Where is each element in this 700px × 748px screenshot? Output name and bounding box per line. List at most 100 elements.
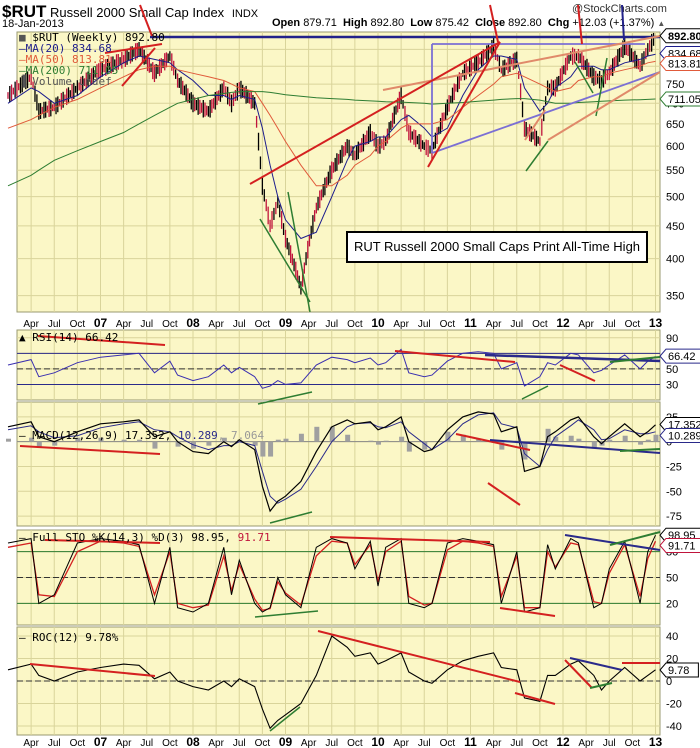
x-axis-tick: Jul (325, 319, 338, 330)
ma20-line (7, 53, 656, 240)
macd-histogram-bar (137, 439, 143, 442)
y-axis-tick: -75 (666, 511, 682, 523)
x-axis-tick: Oct (347, 738, 363, 748)
macd-histogram-bar (314, 426, 320, 442)
watermark: @StockCharts.com (572, 3, 667, 15)
up-arrow-icon: ▲ (657, 19, 666, 28)
x-axis-tick: Oct (255, 738, 271, 748)
ma200-last-tag-text: 711.05 (668, 94, 700, 106)
macd-histogram-bar (638, 441, 644, 445)
sto-d-last-tag-text: 91.71 (668, 540, 696, 552)
y-axis-tick: 500 (666, 192, 684, 204)
chg-value: +12.03 (+1.37%) (572, 17, 655, 29)
macd-histogram-bar (376, 441, 381, 445)
roc-divergence-line (589, 682, 613, 689)
macd-histogram-bar (645, 439, 651, 442)
macd-histogram-bar (283, 438, 289, 442)
y-axis-tick: 50 (666, 573, 678, 585)
x-axis-tick: Jul (140, 738, 153, 748)
resistance-trendline (249, 41, 501, 185)
rising-support-line (431, 71, 661, 154)
open-label: Open (272, 17, 301, 29)
roc-bullish-divergence (269, 706, 301, 732)
x-axis-tick: Jul (48, 319, 61, 330)
low-label: Low (410, 17, 433, 29)
roc-line (7, 635, 656, 730)
macd-bullish-divergence (269, 511, 313, 524)
x-axis-tick: Jul (48, 738, 61, 748)
macd-line (7, 411, 656, 513)
chart-title: $RUT Russell 2000 Small Cap Index INDX (2, 2, 258, 22)
x-axis-tick: 07 (94, 735, 108, 748)
macd-histogram-bar (476, 438, 482, 442)
fib-line (524, 109, 546, 141)
ma200-last-tag (659, 91, 700, 107)
x-axis-tick: Jul (140, 319, 153, 330)
macd-divergence-line (487, 482, 521, 506)
macd-histogram-bar (268, 441, 274, 457)
ma50-line (7, 60, 656, 187)
macd-histogram-bar (460, 434, 466, 442)
sto-bullish-divergence (254, 610, 319, 618)
x-axis-tick: Apr (393, 738, 409, 748)
sto-divergence-line (564, 534, 661, 551)
arrow-top-2011 (489, 4, 499, 43)
sto-legend: — Full STO %K(14,3) %D(3) 98.95, 91.71 (19, 531, 271, 544)
macd-histogram-bar (545, 428, 551, 442)
x-axis-tick: Oct (625, 319, 641, 330)
x-axis-tick: Oct (255, 319, 271, 330)
macd-histogram-bar (345, 434, 351, 442)
macd-histogram-bar (622, 435, 628, 442)
roc-divergence-line (317, 630, 521, 683)
macd-histogram-bar (445, 431, 451, 442)
sto-divergence-line (44, 539, 161, 544)
y-axis-tick: 450 (666, 221, 684, 233)
x-axis-tick: Oct (347, 319, 363, 330)
x-axis-tick: Oct (162, 738, 178, 748)
roc-divergence-line (514, 692, 556, 705)
x-axis-tick: Jul (603, 738, 616, 748)
index-name: Russell 2000 Small Cap Index (50, 5, 225, 20)
sto-k-line (7, 534, 656, 613)
x-axis-tick: Apr (301, 738, 317, 748)
close-value: 892.80 (508, 17, 542, 29)
macd-histogram-bar (607, 439, 613, 442)
x-axis-tick: Jul (325, 738, 338, 748)
topping-trendline (104, 43, 163, 54)
y-axis-tick: 0 (666, 676, 672, 688)
support-trendline (427, 41, 501, 168)
y-axis-tick: -40 (666, 721, 682, 733)
x-axis-tick: Jul (418, 319, 431, 330)
arrow-top-2007 (139, 4, 153, 37)
rsi-bullish-divergence (257, 391, 313, 405)
upper-channel-line (382, 35, 661, 91)
roc-last-tag (659, 662, 699, 678)
ma200-line (7, 91, 656, 187)
macd-histogram-bar (206, 441, 212, 446)
y-axis-tick: 90 (666, 333, 678, 345)
x-axis-tick: Apr (208, 738, 224, 748)
x-axis-tick: Apr (393, 319, 409, 330)
x-axis-tick: Oct (70, 738, 86, 748)
macd-histogram-bar (121, 439, 127, 442)
macd-histogram-bar (653, 434, 659, 442)
macd-histogram-bar (29, 437, 35, 442)
macd-histogram-bar (275, 439, 281, 442)
x-axis-tick: 11 (464, 735, 477, 748)
roc-divergence-line (569, 657, 623, 671)
x-axis-tick: 07 (94, 316, 108, 330)
low-value: 875.42 (435, 17, 469, 29)
high-value: 892.80 (370, 17, 405, 29)
x-axis-tick: Oct (162, 319, 178, 330)
x-axis-tick: Jul (418, 738, 431, 748)
bottom-arrow-line (287, 191, 311, 313)
y-axis-tick: 20 (666, 598, 678, 610)
roc-last-tag-text: 9.78 (668, 665, 689, 677)
x-axis-tick: Oct (532, 319, 548, 330)
price-last-tag (659, 28, 700, 44)
rising-wedge-line (121, 47, 156, 87)
sto-divergence-line (499, 607, 556, 617)
sto-divergence-line (609, 531, 661, 546)
x-axis-tick: 09 (279, 735, 293, 748)
close-label: Close (475, 17, 506, 29)
